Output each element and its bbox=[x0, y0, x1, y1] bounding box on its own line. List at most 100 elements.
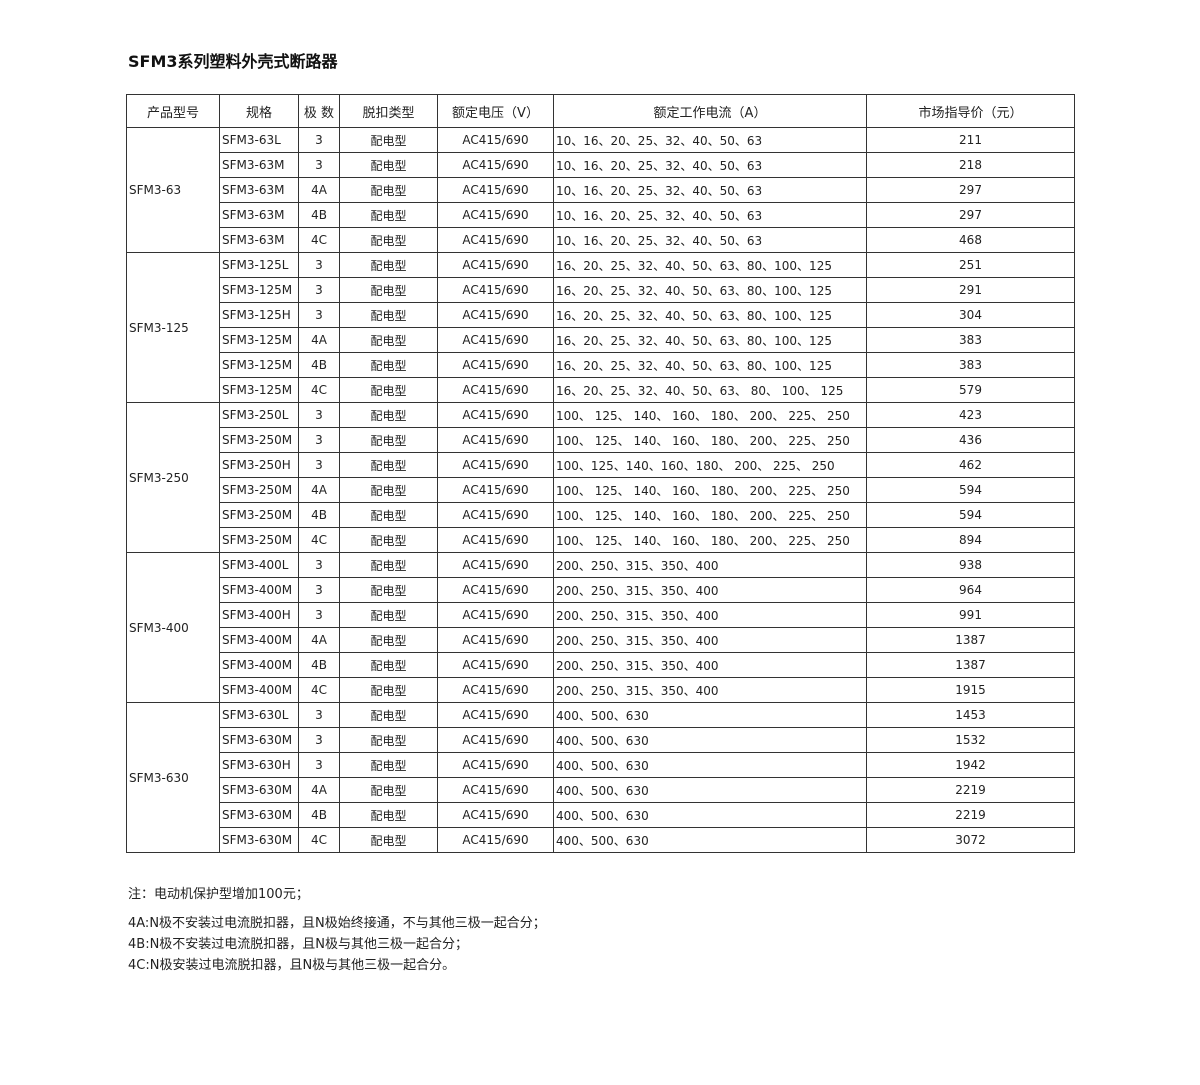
table-row: SFM3-400M 3 配电型 AC415/690 200、250、315、350、40… bbox=[127, 577, 1075, 603]
cell-voltage: AC415/690 bbox=[437, 227, 554, 253]
page-title: SFM3系列塑料外壳式断路器 bbox=[128, 52, 338, 71]
cell-trip-type: 配电型 bbox=[339, 652, 438, 678]
cell-current: 200、250、315、350、400 bbox=[553, 577, 867, 603]
note-motor-protection: 注：电动机保护型增加100元； bbox=[128, 887, 309, 902]
header-price: 市场指导价（元） bbox=[866, 94, 1075, 128]
cell-spec: SFM3-400M bbox=[219, 677, 299, 703]
cell-voltage: AC415/690 bbox=[437, 252, 554, 278]
cell-voltage: AC415/690 bbox=[437, 727, 554, 753]
cell-spec: SFM3-400H bbox=[219, 602, 299, 628]
table-row: SFM3-630M 4A 配电型 AC415/690 400、500、630 2219 bbox=[127, 777, 1075, 803]
cell-trip-type: 配电型 bbox=[339, 252, 438, 278]
cell-spec: SFM3-250L bbox=[219, 402, 299, 428]
cell-current: 400、500、630 bbox=[553, 827, 867, 853]
cell-trip-type: 配电型 bbox=[339, 777, 438, 803]
cell-current: 100、 125、 140、 160、 180、 200、 225、 250 bbox=[553, 477, 867, 503]
cell-spec: SFM3-63L bbox=[219, 127, 299, 153]
cell-current: 16、20、25、32、40、50、63、80、100、125 bbox=[553, 277, 867, 303]
table-row: SFM3-630H 3 配电型 AC415/690 400、500、630 1942 bbox=[127, 752, 1075, 778]
cell-price: 1453 bbox=[866, 702, 1075, 728]
cell-current: 400、500、630 bbox=[553, 727, 867, 753]
cell-spec: SFM3-250M bbox=[219, 527, 299, 553]
cell-model: SFM3-63 bbox=[126, 127, 220, 253]
cell-voltage: AC415/690 bbox=[437, 802, 554, 828]
cell-voltage: AC415/690 bbox=[437, 202, 554, 228]
cell-spec: SFM3-400M bbox=[219, 652, 299, 678]
cell-poles: 4C bbox=[298, 827, 340, 853]
cell-price: 2219 bbox=[866, 777, 1075, 803]
table-row: SFM3-400M 4B 配电型 AC415/690 200、250、315、350、4… bbox=[127, 652, 1075, 678]
cell-price: 1915 bbox=[866, 677, 1075, 703]
notes: 注：电动机保护型增加100元； 4A:N极不安装过电流脱扣器，且N极始终接通，不… bbox=[128, 884, 546, 976]
cell-current: 400、500、630 bbox=[553, 702, 867, 728]
cell-voltage: AC415/690 bbox=[437, 602, 554, 628]
header-current: 额定工作电流（A） bbox=[553, 94, 867, 128]
cell-spec: SFM3-630M bbox=[219, 777, 299, 803]
cell-current: 100、 125、 140、 160、 180、 200、 225、 250 bbox=[553, 502, 867, 528]
cell-price: 251 bbox=[866, 252, 1075, 278]
cell-spec: SFM3-630M bbox=[219, 802, 299, 828]
cell-trip-type: 配电型 bbox=[339, 227, 438, 253]
table-row: SFM3-250M 4B 配电型 AC415/690 100、 125、 140、 16… bbox=[127, 502, 1075, 528]
cell-spec: SFM3-400M bbox=[219, 577, 299, 603]
cell-poles: 4A bbox=[298, 327, 340, 353]
cell-spec: SFM3-63M bbox=[219, 202, 299, 228]
cell-price: 436 bbox=[866, 427, 1075, 453]
cell-spec: SFM3-250H bbox=[219, 452, 299, 478]
table-row: SFM3-250M 4C 配电型 AC415/690 100、 125、 140、 16… bbox=[127, 527, 1075, 553]
cell-trip-type: 配电型 bbox=[339, 427, 438, 453]
cell-price: 991 bbox=[866, 602, 1075, 628]
cell-voltage: AC415/690 bbox=[437, 702, 554, 728]
cell-voltage: AC415/690 bbox=[437, 127, 554, 153]
cell-poles: 4C bbox=[298, 527, 340, 553]
cell-trip-type: 配电型 bbox=[339, 352, 438, 378]
note-4b: 4B:N极不安装过电流脱扣器，且N极与其他三极一起合分； bbox=[128, 937, 469, 952]
cell-current: 100、 125、 140、 160、 180、 200、 225、 250 bbox=[553, 527, 867, 553]
cell-poles: 3 bbox=[298, 252, 340, 278]
table-row: SFM3-63M 4A 配电型 AC415/690 10、16、20、25、32、40、… bbox=[127, 177, 1075, 203]
cell-current: 200、250、315、350、400 bbox=[553, 652, 867, 678]
cell-spec: SFM3-630M bbox=[219, 727, 299, 753]
cell-poles: 4B bbox=[298, 502, 340, 528]
cell-trip-type: 配电型 bbox=[339, 377, 438, 403]
cell-price: 291 bbox=[866, 277, 1075, 303]
cell-poles: 4C bbox=[298, 227, 340, 253]
cell-price: 383 bbox=[866, 352, 1075, 378]
cell-spec: SFM3-63M bbox=[219, 177, 299, 203]
table-row: SFM3-63 SFM3-63L 3 配电型 AC415/690 10、16、20、25、… bbox=[126, 127, 1075, 253]
table-row: SFM3-250H 3 配电型 AC415/690 100、125、140、160、18… bbox=[127, 452, 1075, 478]
cell-spec: SFM3-250M bbox=[219, 427, 299, 453]
cell-voltage: AC415/690 bbox=[437, 302, 554, 328]
cell-price: 894 bbox=[866, 527, 1075, 553]
cell-poles: 3 bbox=[298, 402, 340, 428]
cell-trip-type: 配电型 bbox=[339, 277, 438, 303]
cell-voltage: AC415/690 bbox=[437, 152, 554, 178]
cell-voltage: AC415/690 bbox=[437, 377, 554, 403]
table-row: SFM3-125M 4B 配电型 AC415/690 16、20、25、32、40、50… bbox=[127, 352, 1075, 378]
cell-trip-type: 配电型 bbox=[339, 727, 438, 753]
cell-trip-type: 配电型 bbox=[339, 502, 438, 528]
cell-price: 2219 bbox=[866, 802, 1075, 828]
cell-poles: 4C bbox=[298, 677, 340, 703]
table-row: SFM3-125M 4A 配电型 AC415/690 16、20、25、32、40、50… bbox=[127, 327, 1075, 353]
table-row: SFM3-400M 4A 配电型 AC415/690 200、250、315、350、4… bbox=[127, 627, 1075, 653]
cell-voltage: AC415/690 bbox=[437, 177, 554, 203]
cell-poles: 3 bbox=[298, 127, 340, 153]
table-row: SFM3-400 SFM3-400L 3 配电型 AC415/690 200、250、31… bbox=[126, 552, 1075, 703]
table-row: SFM3-250M 4A 配电型 AC415/690 100、 125、 140、 16… bbox=[127, 477, 1075, 503]
cell-spec: SFM3-630H bbox=[219, 752, 299, 778]
cell-poles: 3 bbox=[298, 552, 340, 578]
cell-current: 10、16、20、25、32、40、50、63 bbox=[553, 152, 867, 178]
cell-spec: SFM3-250M bbox=[219, 477, 299, 503]
table-row: SFM3-125H 3 配电型 AC415/690 16、20、25、32、40、50、… bbox=[127, 302, 1075, 328]
table-row: SFM3-630M 3 配电型 AC415/690 400、500、630 1532 bbox=[127, 727, 1075, 753]
table-row: SFM3-630 SFM3-630L 3 配电型 AC415/690 400、500、63… bbox=[126, 702, 1075, 853]
cell-poles: 4A bbox=[298, 477, 340, 503]
cell-trip-type: 配电型 bbox=[339, 177, 438, 203]
cell-poles: 3 bbox=[298, 727, 340, 753]
header-trip-type: 脱扣类型 bbox=[339, 94, 438, 128]
cell-spec: SFM3-630L bbox=[219, 702, 299, 728]
table-row: SFM3-250 SFM3-250L 3 配电型 AC415/690 100、 125、 … bbox=[126, 402, 1075, 553]
cell-voltage: AC415/690 bbox=[437, 827, 554, 853]
cell-current: 200、250、315、350、400 bbox=[553, 677, 867, 703]
